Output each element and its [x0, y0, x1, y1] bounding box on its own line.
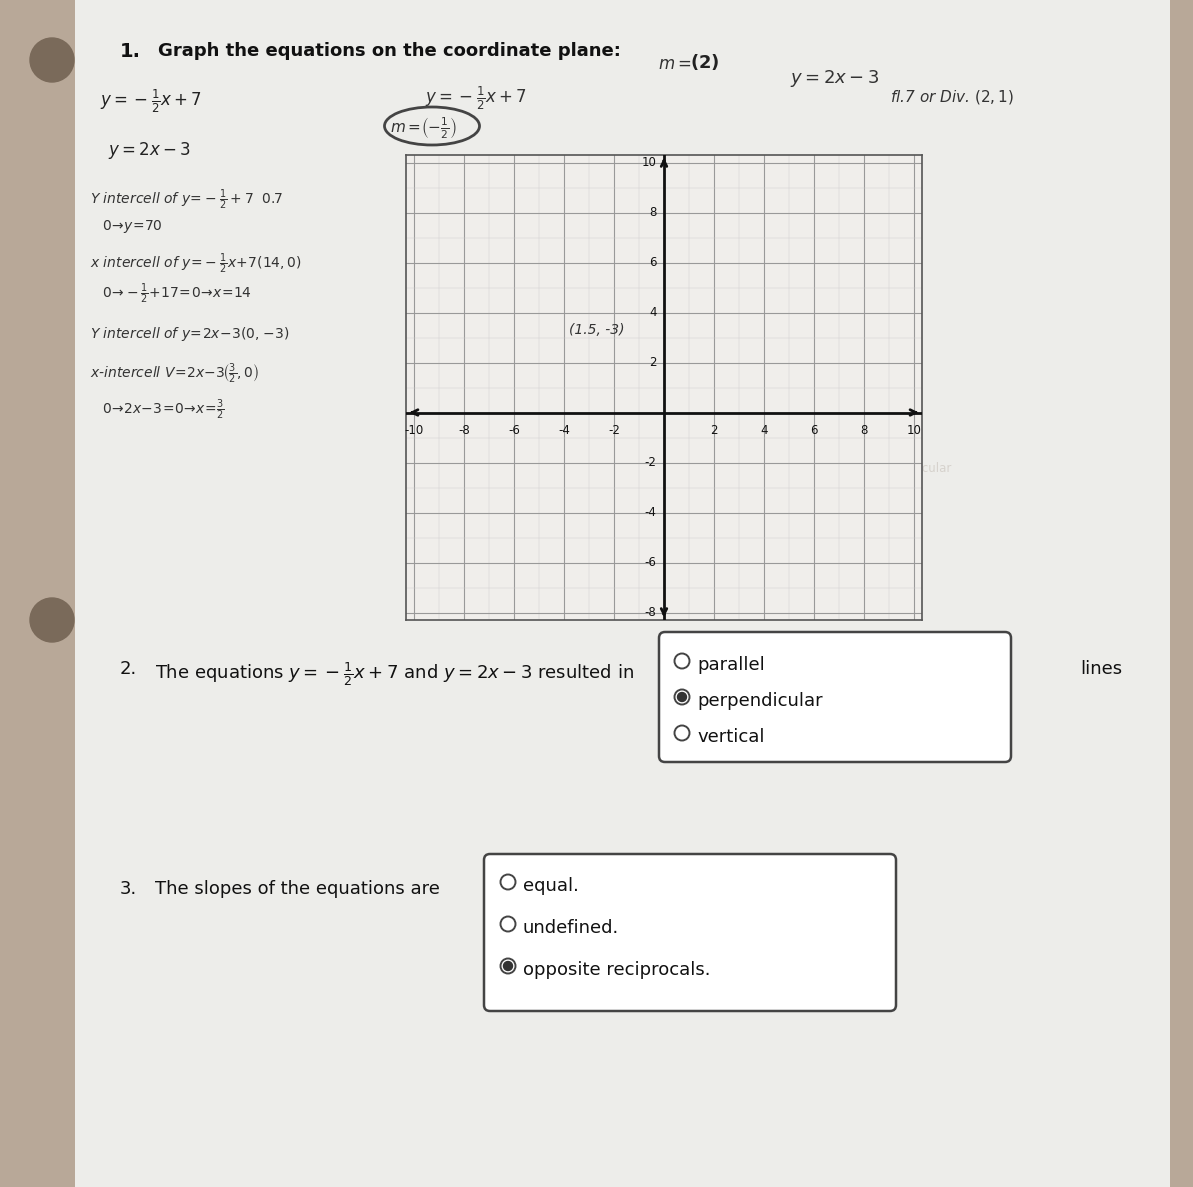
Text: 2: 2	[649, 356, 656, 369]
Text: $y = 2x-3$: $y = 2x-3$	[109, 140, 191, 161]
Text: 1.: 1.	[120, 42, 141, 61]
Text: $x = -\frac{1}{2}$  position: $x = -\frac{1}{2}$ position	[830, 488, 922, 509]
Text: 8: 8	[649, 207, 656, 218]
Text: 6: 6	[649, 256, 656, 269]
Text: 10: 10	[907, 424, 921, 437]
Text: -4: -4	[558, 424, 570, 437]
Text: -6: -6	[508, 424, 520, 437]
Text: undefined.: undefined.	[523, 919, 619, 937]
FancyBboxPatch shape	[484, 853, 896, 1011]
Text: -4: -4	[644, 506, 656, 519]
Text: $0\!\rightarrow\!2x\!-\!3\!=\!0\!\rightarrow\!x\!=\!\frac{3}{2}$: $0\!\rightarrow\!2x\!-\!3\!=\!0\!\righta…	[101, 398, 224, 423]
Text: $x$ intercell of $y\!=\!-\frac{1}{2}x\!+\!7(14,0)$: $x$ intercell of $y\!=\!-\frac{1}{2}x\!+…	[89, 252, 302, 277]
Text: $m=$: $m=$	[659, 55, 692, 72]
Text: $x$-intercell $V\!=\!2x\!-\!3\!\left(\frac{3}{2},0\right)$: $x$-intercell $V\!=\!2x\!-\!3\!\left(\fr…	[89, 362, 259, 386]
Circle shape	[30, 38, 74, 82]
Text: 6: 6	[810, 424, 817, 437]
Text: $0\!\rightarrow\!-\frac{1}{2}\!+\!17\!=\!0\!\rightarrow\!x\!=\!14$: $0\!\rightarrow\!-\frac{1}{2}\!+\!17\!=\…	[101, 283, 252, 306]
Text: The slopes of the equations are: The slopes of the equations are	[155, 880, 440, 899]
Text: 3.: 3.	[120, 880, 137, 899]
Text: opposite reciprocals.: opposite reciprocals.	[523, 961, 711, 979]
Text: (1.5, -3): (1.5, -3)	[569, 324, 624, 337]
Text: parallel: parallel	[697, 656, 765, 674]
Text: fl.7 or Div. $(2,1)$: fl.7 or Div. $(2,1)$	[890, 88, 1014, 106]
Text: 4: 4	[649, 306, 656, 319]
Text: $y = -\frac{1}{2}x + 7$: $y = -\frac{1}{2}x + 7$	[425, 85, 527, 113]
Circle shape	[30, 598, 74, 642]
Circle shape	[678, 692, 686, 702]
Text: 10: 10	[642, 155, 656, 169]
Text: $y = -\frac{1}{2}x+7$: $y = -\frac{1}{2}x+7$	[100, 88, 202, 115]
Text: 2: 2	[710, 424, 718, 437]
FancyBboxPatch shape	[75, 0, 1170, 1187]
Text: -2: -2	[644, 456, 656, 469]
Text: $y = 2x - 3$: $y = 2x - 3$	[790, 68, 879, 89]
Text: $m=\!\left(-\frac{1}{2}\right)$: $m=\!\left(-\frac{1}{2}\right)$	[390, 115, 457, 141]
FancyBboxPatch shape	[659, 631, 1010, 762]
Text: $\mathbf{(2)}$: $\mathbf{(2)}$	[690, 52, 719, 72]
Text: $Y$ intercell of $y\!=\!-\frac{1}{2}+7\ \ 0.7$: $Y$ intercell of $y\!=\!-\frac{1}{2}+7\ …	[89, 188, 284, 212]
Text: -6: -6	[644, 556, 656, 569]
Text: Graph the equations on the coordinate plane:: Graph the equations on the coordinate pl…	[157, 42, 620, 61]
Text: perpendicular: perpendicular	[697, 692, 823, 710]
Text: 2.: 2.	[120, 660, 137, 678]
Circle shape	[503, 961, 513, 971]
Text: perpendicular: perpendicular	[870, 462, 952, 475]
Text: -2: -2	[608, 424, 620, 437]
Text: $0\!\rightarrow\!y\!=\!70$: $0\!\rightarrow\!y\!=\!70$	[101, 218, 162, 235]
Text: vertical: vertical	[697, 728, 765, 745]
Text: The equations $y = -\frac{1}{2}x + 7$ and $y = 2x - 3$ resulted in: The equations $y = -\frac{1}{2}x + 7$ an…	[155, 660, 633, 687]
Text: lines: lines	[1080, 660, 1123, 678]
Text: -10: -10	[404, 424, 424, 437]
Text: equal.: equal.	[523, 877, 579, 895]
Text: 8: 8	[860, 424, 867, 437]
Text: -8: -8	[644, 607, 656, 618]
Text: $Y$ intercell of $y\!=\!2x\!-\!3(0,\!-\!3)$: $Y$ intercell of $y\!=\!2x\!-\!3(0,\!-\!…	[89, 325, 290, 343]
Text: 4: 4	[760, 424, 768, 437]
Text: -8: -8	[458, 424, 470, 437]
